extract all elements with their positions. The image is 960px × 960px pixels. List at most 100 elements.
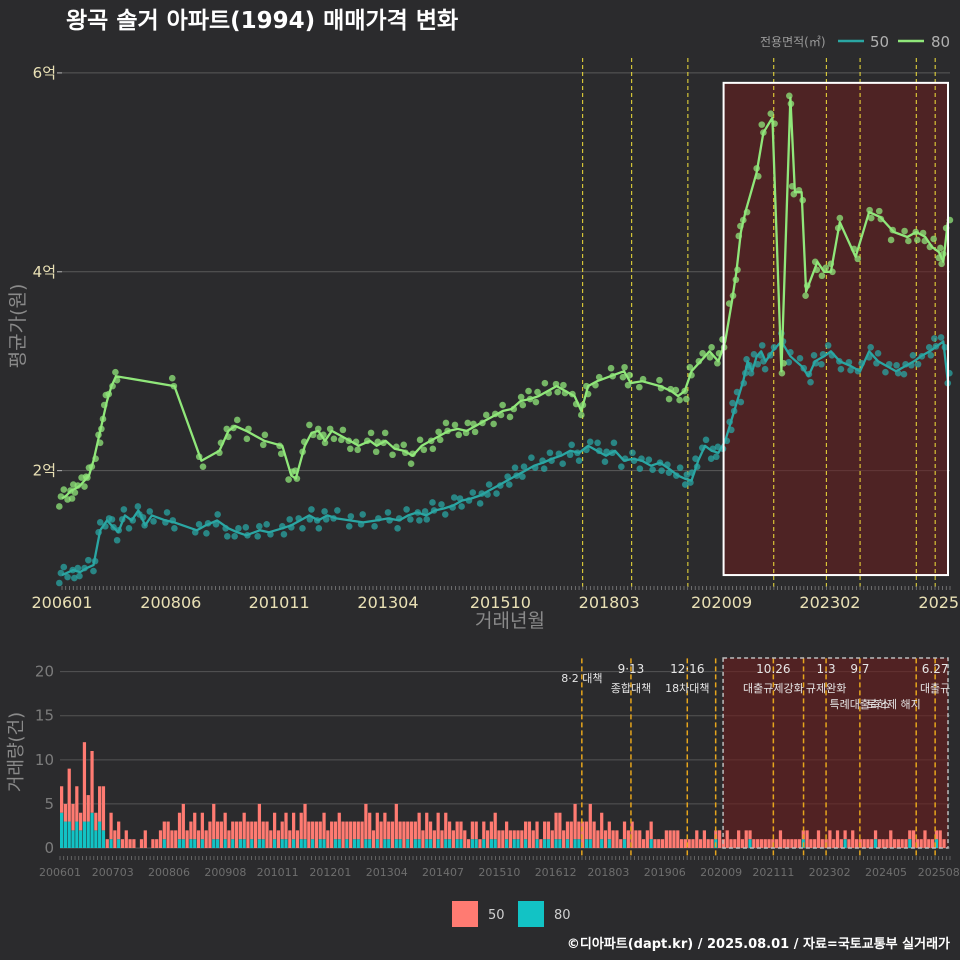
data-point-50 [235,525,242,532]
x-axis-title: 거래년월 [475,610,545,632]
data-point-50 [867,344,874,351]
bar-50 [835,830,840,848]
bar-50 [508,830,513,848]
legend-bar-80-swatch [518,901,544,927]
bar-80 [554,839,558,848]
data-point-80 [822,264,830,272]
bar-50 [387,821,391,840]
bar-50 [219,821,223,848]
bar-80 [162,839,166,848]
bar-50 [459,821,463,840]
bar-50 [573,803,577,840]
bar-50 [866,839,870,848]
bar-50 [455,821,459,840]
bar-80 [565,839,570,848]
bar-80 [356,839,360,848]
bar-80 [242,839,246,848]
bar-50 [622,821,627,840]
annotation-label: 대출규 [920,682,950,695]
bar-50 [345,821,349,840]
bar-50 [394,803,398,840]
bar-50 [615,830,619,848]
data-point-50 [636,465,644,472]
data-point-50 [71,574,78,582]
bar-50 [638,830,642,848]
bar-50 [908,830,912,840]
bar-80 [524,839,528,848]
bar-50 [877,839,881,848]
bar-50 [577,821,581,840]
bar-50 [478,839,482,848]
bar-50 [641,839,646,848]
bar-50 [261,821,265,840]
data-point-80 [541,379,549,387]
data-point-80 [60,486,68,493]
bottom-y-tick-label: 15 [35,707,54,725]
annotation-label: 대출규제강화 [743,682,804,695]
bottom-x-tick-label: 202111 [752,866,794,879]
bar-50 [923,830,927,848]
bar-80 [558,839,562,848]
bar-80 [299,839,303,848]
data-point-50 [847,366,854,374]
data-point-50 [927,352,935,359]
bar-50 [756,839,760,848]
bar-80 [584,839,589,848]
data-point-50 [429,499,436,506]
data-point-80 [905,237,912,245]
bar-50 [581,821,585,848]
bar-50 [337,812,341,840]
bar-50 [698,839,703,848]
bar-80 [60,812,64,848]
bar-80 [86,821,90,848]
bar-50 [60,786,64,813]
data-point-50 [520,463,528,470]
x-tick-label: 201011 [249,593,310,612]
bar-50 [813,839,817,848]
bottom-y-axis-title: 거래량(건) [6,712,27,792]
bar-50 [809,839,813,848]
bar-80 [447,839,452,848]
bar-80 [474,839,478,848]
bar-50 [398,821,402,840]
data-point-50 [334,507,341,514]
bar-50 [683,839,687,848]
bar-50 [672,830,676,848]
bar-50 [782,839,786,848]
bar-50 [934,830,939,840]
bar-80 [284,839,288,848]
bar-80 [406,839,410,848]
data-point-80 [277,450,285,458]
bar-50 [748,830,752,840]
bar-50 [390,821,395,848]
bar-50 [554,812,558,840]
bar-50 [371,830,376,848]
bar-80 [200,839,204,848]
bar-50 [653,839,657,848]
data-point-80 [665,395,673,403]
bar-50 [733,839,737,848]
data-point-80 [346,445,354,453]
data-point-50 [566,451,574,459]
bar-80 [303,839,307,848]
bar-50 [497,830,501,848]
data-point-50 [438,501,445,508]
bar-50 [505,821,509,840]
bar-80 [177,839,182,848]
bar-50 [174,830,178,848]
bar-50 [527,821,532,848]
data-point-50 [120,506,128,513]
data-point-50 [113,536,121,544]
y-tick-label: 2억 [33,462,56,480]
bar-50 [177,812,182,840]
data-point-50 [347,513,355,520]
bottom-x-tick-label: 201906 [644,866,686,879]
bar-50 [702,830,707,848]
bar-50 [227,830,231,848]
bar-80 [67,821,71,848]
bar-80 [470,839,475,848]
bar-50 [596,830,600,848]
data-point-80 [499,401,506,409]
bar-80 [607,839,611,848]
bar-50 [759,839,764,848]
